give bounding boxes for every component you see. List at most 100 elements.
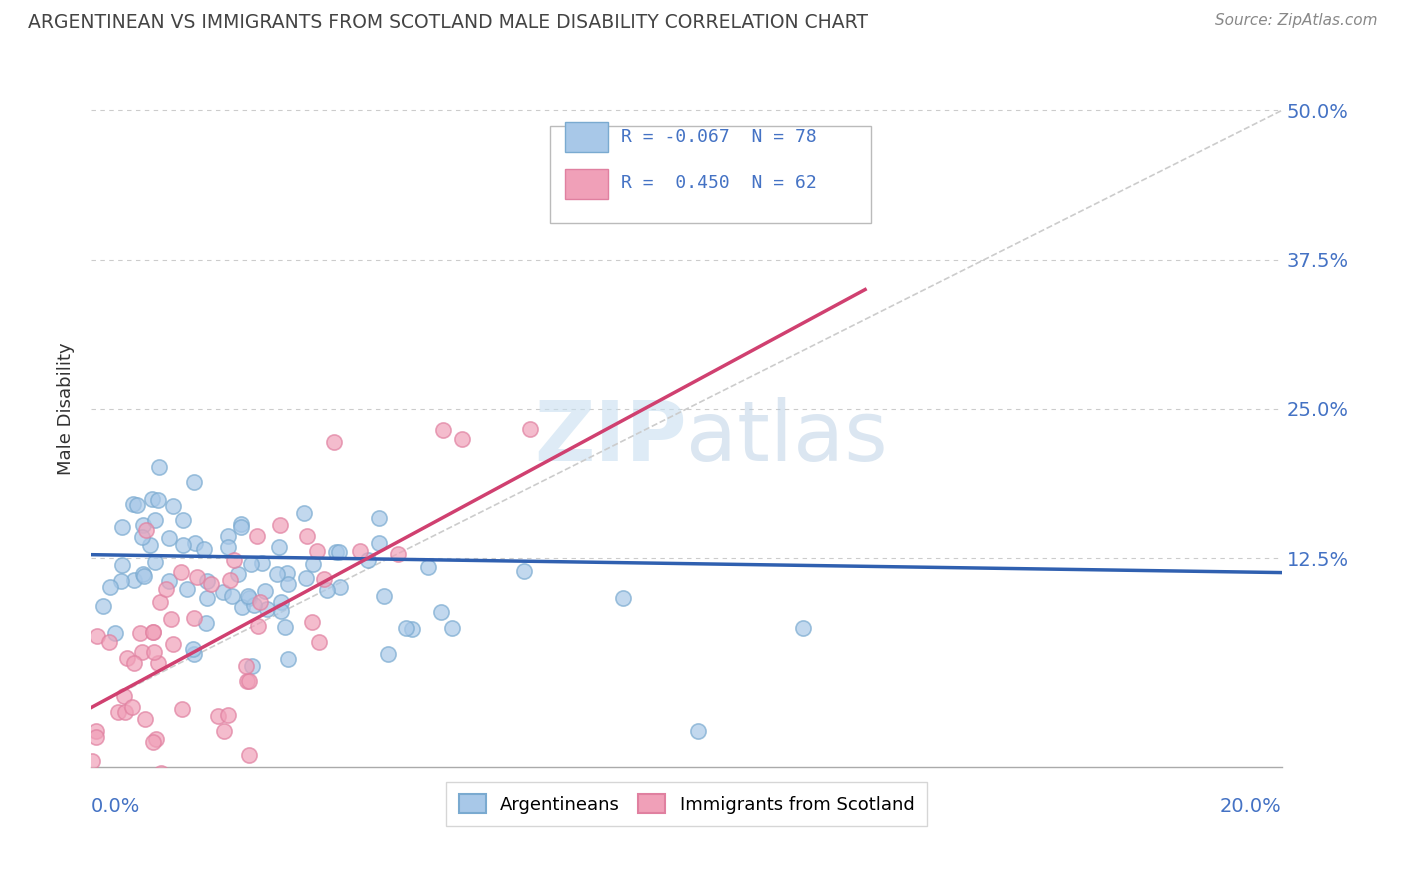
Point <box>368 511 391 525</box>
Legend: Argentineans, Immigrants from Scotland: Argentineans, Immigrants from Scotland <box>446 781 927 826</box>
Point <box>292 506 315 520</box>
Point <box>146 656 169 670</box>
Point <box>395 621 418 635</box>
Point <box>112 690 135 704</box>
Point <box>221 589 243 603</box>
Point <box>249 595 271 609</box>
Point <box>231 516 253 531</box>
Point <box>686 724 709 739</box>
Point <box>295 571 318 585</box>
Point <box>124 656 146 670</box>
Point <box>236 674 259 689</box>
Point <box>134 568 156 582</box>
Point <box>124 573 146 587</box>
Point <box>82 796 104 810</box>
Point <box>157 531 180 545</box>
Point <box>305 544 328 558</box>
Point <box>146 492 169 507</box>
FancyBboxPatch shape <box>565 169 607 199</box>
Point <box>84 730 107 744</box>
Point <box>315 583 337 598</box>
Text: Source: ZipAtlas.com: Source: ZipAtlas.com <box>1215 13 1378 29</box>
Point <box>212 584 235 599</box>
Point <box>115 651 138 665</box>
Point <box>277 652 299 666</box>
Point <box>148 459 170 474</box>
Point <box>243 598 266 612</box>
Point <box>127 498 149 512</box>
Point <box>432 423 454 437</box>
Point <box>254 583 277 598</box>
Point <box>274 620 297 634</box>
Point <box>270 595 292 609</box>
Point <box>183 647 205 661</box>
Text: R =  0.450  N = 62: R = 0.450 N = 62 <box>621 174 817 193</box>
Point <box>149 595 172 609</box>
Point <box>104 626 127 640</box>
Point <box>107 705 129 719</box>
Point <box>242 659 264 673</box>
Point <box>247 619 270 633</box>
Point <box>269 518 291 533</box>
Point <box>143 555 166 569</box>
Point <box>295 529 318 543</box>
Point <box>513 564 536 578</box>
Point <box>451 432 474 446</box>
Point <box>792 621 814 635</box>
Point <box>302 557 325 571</box>
Point <box>267 540 290 554</box>
Point <box>238 591 260 605</box>
Point <box>142 734 165 748</box>
Point <box>226 567 249 582</box>
Point <box>276 566 298 581</box>
Point <box>217 541 239 555</box>
Point <box>238 673 260 688</box>
Point <box>135 523 157 537</box>
Point <box>224 552 246 566</box>
Point <box>200 577 222 591</box>
Point <box>519 422 541 436</box>
Point <box>401 622 423 636</box>
Point <box>349 544 371 558</box>
Point <box>97 634 120 648</box>
Point <box>157 574 180 589</box>
Point <box>441 622 464 636</box>
Point <box>325 545 347 559</box>
Point <box>114 705 136 719</box>
Point <box>142 625 165 640</box>
Point <box>141 492 163 507</box>
Point <box>312 572 335 586</box>
Point <box>110 574 132 588</box>
Point <box>328 545 350 559</box>
Point <box>160 612 183 626</box>
FancyBboxPatch shape <box>565 122 607 153</box>
Text: 20.0%: 20.0% <box>1220 797 1282 816</box>
Point <box>162 500 184 514</box>
Y-axis label: Male Disability: Male Disability <box>58 343 75 475</box>
Point <box>195 574 218 588</box>
Point <box>246 529 269 543</box>
Point <box>181 642 204 657</box>
FancyBboxPatch shape <box>550 126 872 223</box>
Point <box>418 560 440 574</box>
Point <box>218 573 240 587</box>
Point <box>93 805 115 820</box>
Point <box>129 626 152 640</box>
Point <box>150 765 173 780</box>
Point <box>195 591 218 606</box>
Point <box>239 557 262 571</box>
Point <box>266 567 288 582</box>
Point <box>80 754 103 768</box>
Point <box>170 701 193 715</box>
Point <box>91 599 114 614</box>
Point <box>387 547 409 561</box>
Point <box>231 520 253 534</box>
Point <box>131 645 153 659</box>
Text: 0.0%: 0.0% <box>91 797 141 816</box>
Point <box>207 708 229 723</box>
Point <box>131 566 153 581</box>
Point <box>183 611 205 625</box>
Point <box>217 708 239 723</box>
Point <box>100 826 122 840</box>
Point <box>139 538 162 552</box>
